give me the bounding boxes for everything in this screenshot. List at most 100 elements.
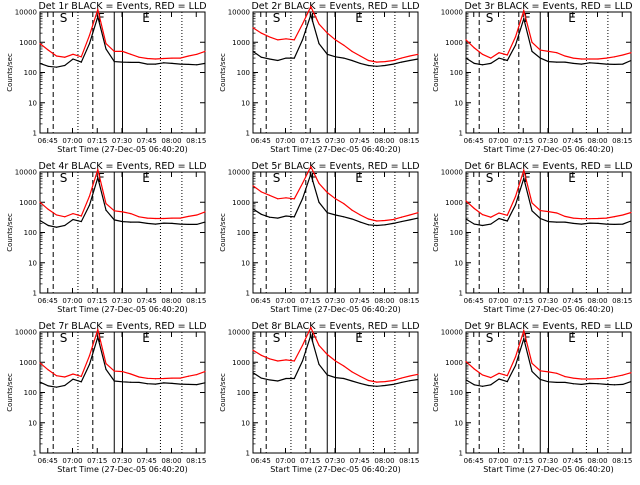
detector-plot-3: Det 3r BLACK = Events, RED = LLD 1 10 100 10… (432, 1, 633, 154)
x-tick-label: 07:00 (488, 297, 508, 305)
data-point-events (597, 62, 599, 64)
data-point-events (514, 204, 517, 206)
y-tick-label: 1000 (445, 199, 463, 207)
data-point-events (630, 59, 632, 62)
data-point-lld (179, 217, 181, 219)
data-point-events (130, 221, 132, 223)
x-tick-label: 07:45 (137, 297, 157, 305)
data-point-events (392, 383, 394, 386)
data-point-events (318, 201, 320, 203)
y-tick-label: 10000 (228, 9, 250, 17)
data-point-events (310, 334, 312, 336)
data-point-lld (64, 376, 66, 378)
x-tick-label: 07:15 (300, 297, 320, 305)
y-tick-label: 1 (246, 290, 250, 298)
data-point-events (138, 221, 140, 223)
data-point-lld (580, 378, 583, 380)
data-point-lld (597, 378, 599, 380)
y-tick-label: 1000 (445, 39, 463, 47)
data-point-events (55, 386, 58, 388)
data-point-events (506, 220, 508, 222)
y-tick-label: 1 (459, 290, 463, 298)
data-point-lld (622, 54, 624, 56)
data-point-events (39, 62, 41, 64)
x-axis-label: Start Time (27-Dec-05 06:40:20) (483, 465, 614, 474)
data-point-events (564, 61, 566, 63)
data-point-events (64, 64, 66, 67)
data-point-lld (392, 59, 394, 62)
data-point-lld (204, 211, 206, 213)
data-point-events (473, 223, 475, 225)
x-tick-label: 07:15 (87, 137, 107, 145)
data-point-lld (481, 214, 484, 216)
x-tick-label: 07:00 (275, 297, 295, 305)
data-point-lld (318, 344, 320, 347)
x-tick-label: 07:00 (488, 137, 508, 145)
data-point-events (400, 381, 403, 384)
data-point-events (72, 378, 74, 380)
data-point-lld (392, 218, 394, 221)
x-tick-label: 07:45 (350, 297, 370, 305)
data-point-lld (121, 371, 124, 373)
data-point-lld (121, 211, 124, 213)
data-point-events (605, 223, 607, 225)
y-tick-label: 100 (237, 229, 250, 237)
data-point-events (417, 378, 419, 381)
y-tick-label: 1 (246, 450, 250, 458)
data-point-events (490, 223, 492, 225)
data-point-lld (80, 56, 82, 58)
x-tick-label: 06:45 (38, 457, 58, 465)
data-point-lld (514, 36, 517, 38)
data-point-events (547, 60, 550, 63)
data-point-events (580, 383, 583, 386)
x-tick-label: 08:00 (587, 137, 607, 145)
data-point-lld (268, 358, 271, 360)
data-point-lld (630, 372, 632, 374)
data-point-events (498, 217, 500, 220)
interval-marker-f: F (98, 331, 105, 345)
data-point-lld (409, 375, 411, 377)
y-axis-label: Counts/sec (219, 373, 227, 412)
data-point-lld (334, 39, 337, 41)
x-tick-label: 08:00 (374, 457, 394, 465)
data-point-events (105, 209, 107, 211)
data-point-lld (187, 375, 190, 377)
plot-title: Det 6r BLACK = Events, RED = LLD (464, 161, 632, 172)
data-point-lld (113, 370, 115, 372)
detector-plot-5: Det 5r BLACK = Events, RED = LLD 1 10 100 10… (219, 161, 420, 314)
data-point-lld (163, 57, 165, 60)
data-point-events (539, 217, 541, 220)
x-axis-label: Start Time (27-Dec-05 06:40:20) (483, 145, 614, 154)
interval-marker-e: E (142, 171, 150, 185)
data-point-events (72, 218, 74, 221)
data-point-events (556, 61, 558, 63)
x-tick-label: 08:15 (399, 137, 419, 145)
interval-marker-e: E (568, 171, 576, 185)
data-point-events (334, 214, 337, 216)
data-point-events (465, 218, 467, 220)
data-point-events (113, 60, 115, 63)
interval-marker-f: F (524, 331, 531, 345)
interval-marker-f: F (524, 171, 531, 185)
interval-marker-e: E (355, 331, 363, 345)
x-tick-label: 07:15 (513, 457, 533, 465)
data-point-lld (301, 182, 304, 184)
x-tick-label: 07:45 (350, 137, 370, 145)
x-tick-label: 08:00 (161, 457, 181, 465)
y-axis-label: Counts/sec (6, 213, 14, 252)
data-point-lld (384, 219, 386, 222)
data-point-events (154, 223, 157, 225)
data-point-lld (539, 209, 541, 212)
data-point-lld (409, 55, 411, 57)
detector-plot-1: Det 1r BLACK = Events, RED = LLD 1 10 100 10… (6, 1, 207, 154)
data-point-events (97, 336, 99, 338)
detector-plot-6: Det 6r BLACK = Events, RED = LLD 1 10 100 10… (432, 161, 633, 314)
data-point-lld (72, 213, 74, 215)
data-point-events (539, 378, 541, 381)
data-point-lld (146, 377, 148, 379)
data-point-events (268, 216, 271, 218)
data-point-lld (310, 6, 312, 8)
data-point-events (47, 65, 49, 67)
data-point-lld (531, 41, 533, 43)
data-point-events (498, 57, 500, 59)
